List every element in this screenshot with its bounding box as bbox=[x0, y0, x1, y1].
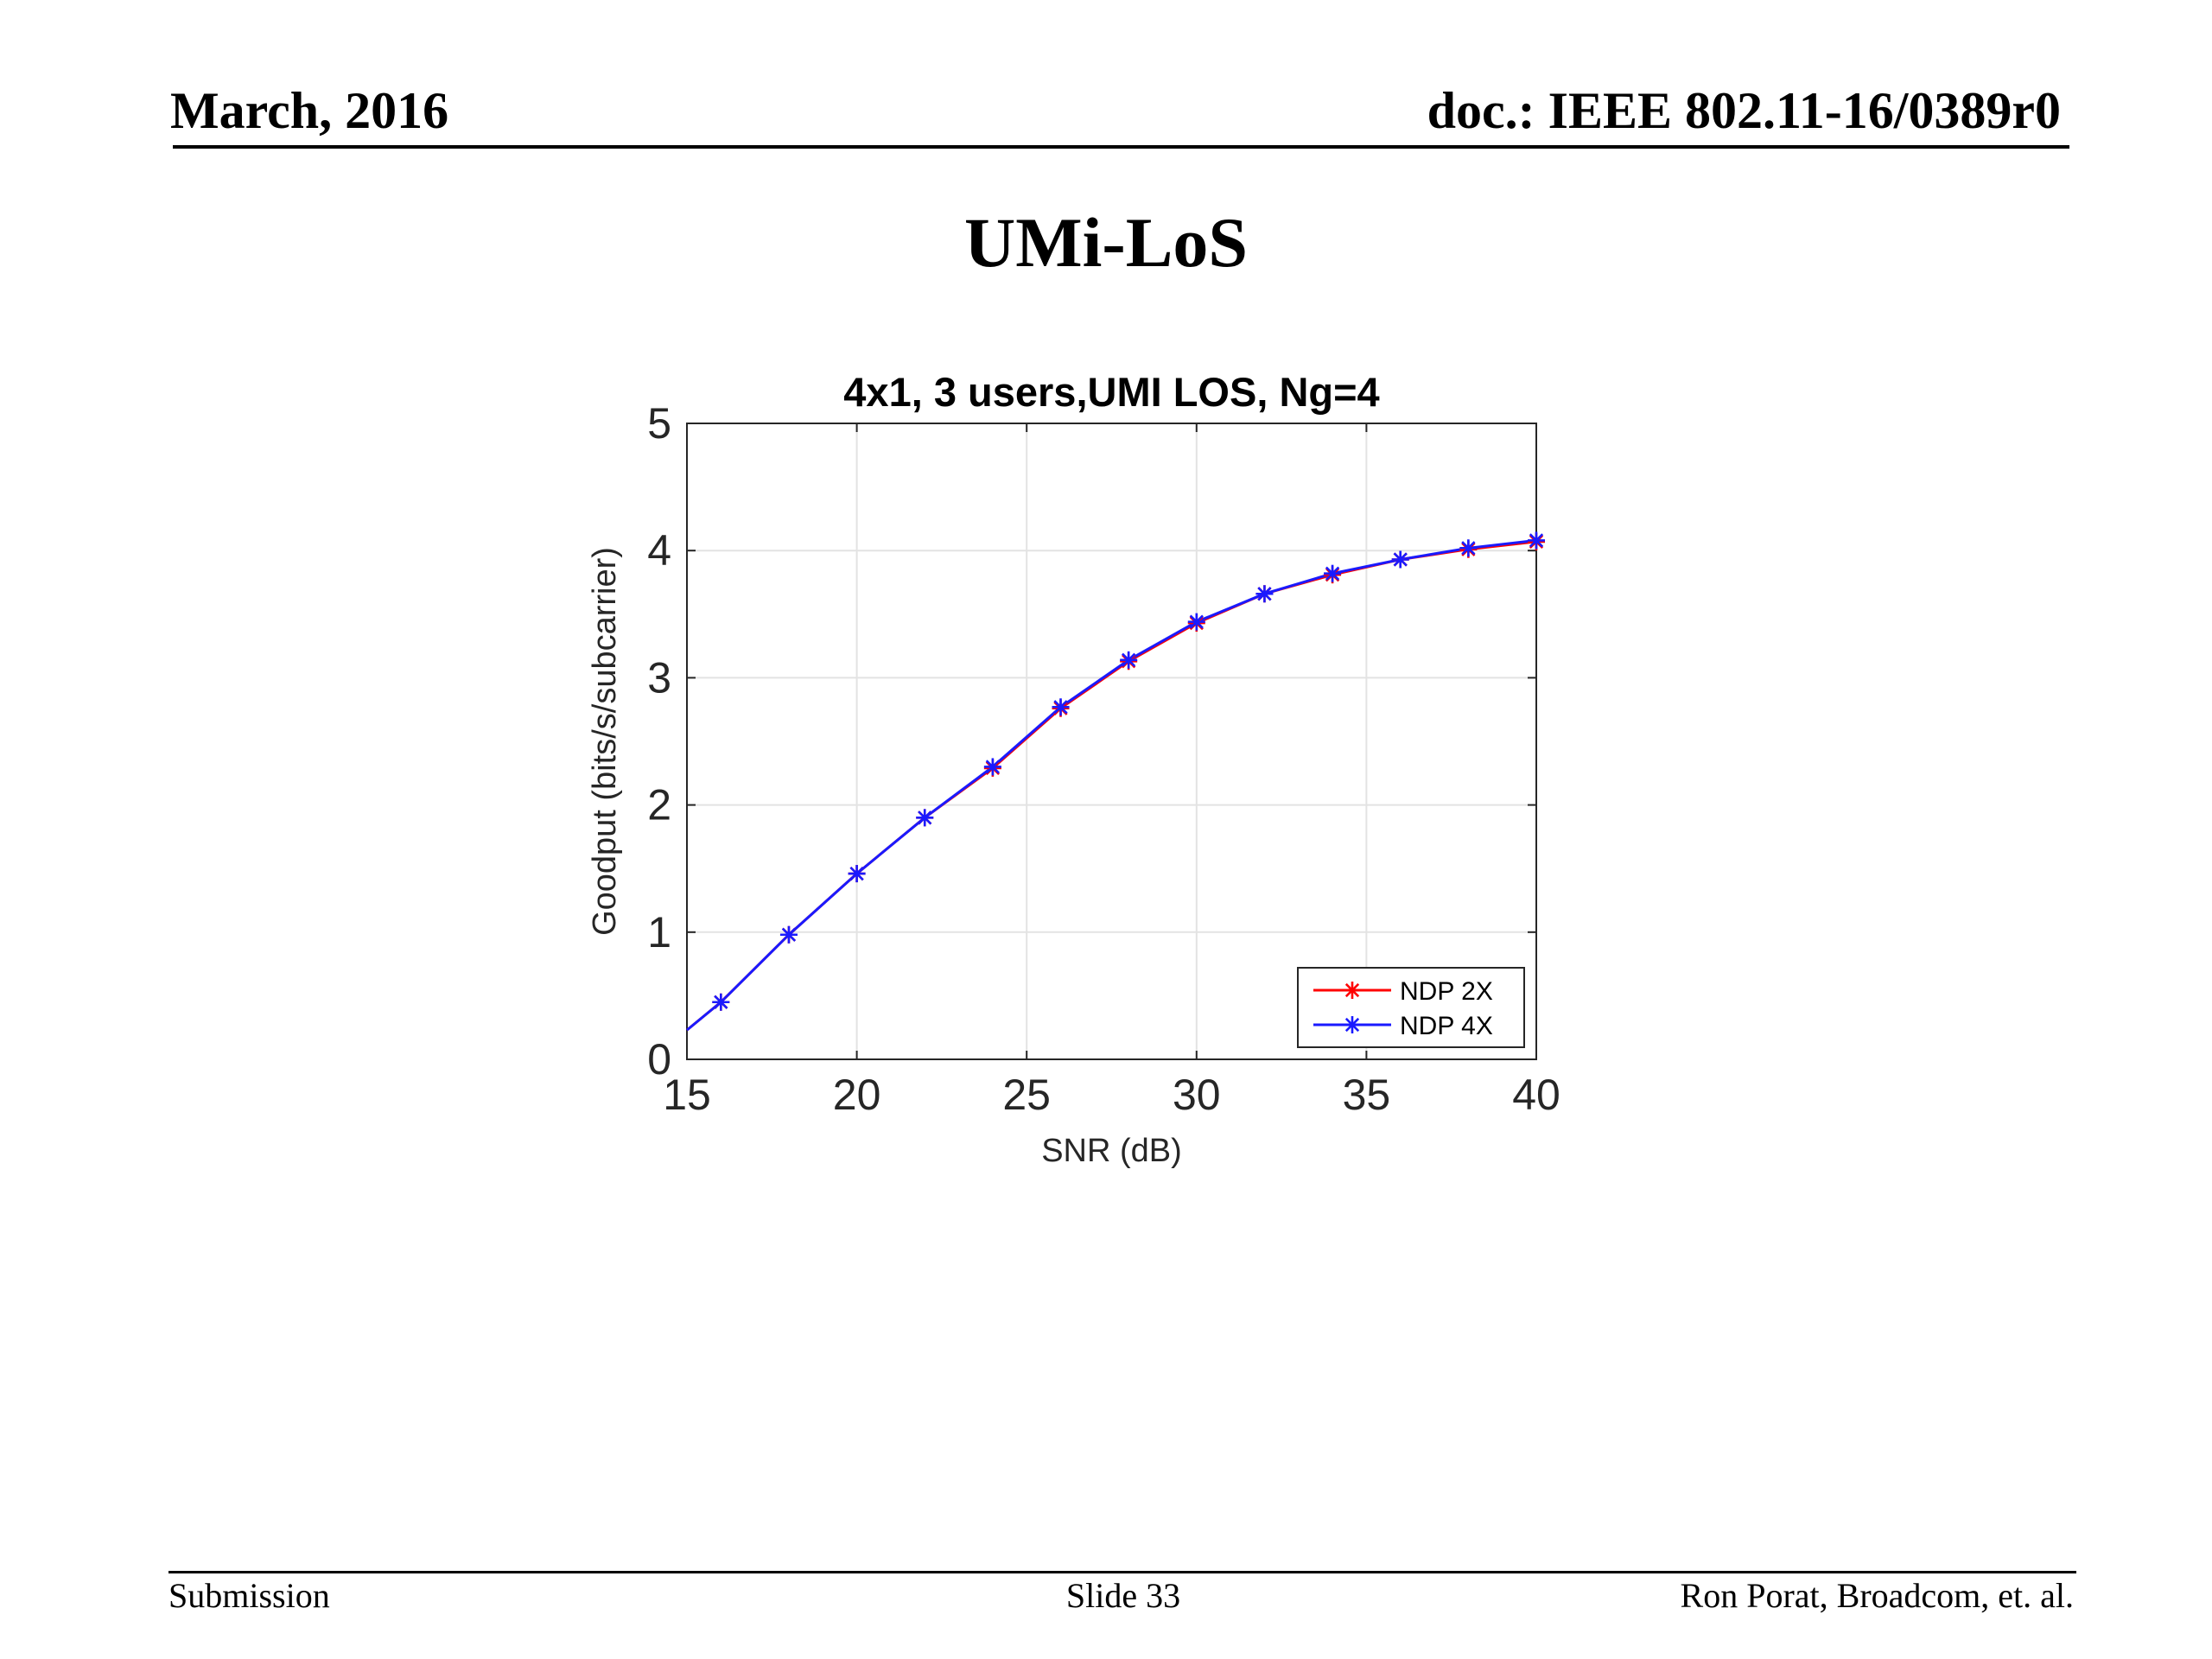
x-tick-label: 40 bbox=[1512, 1071, 1560, 1119]
series-line-2 bbox=[686, 538, 1537, 1032]
header-rule bbox=[173, 145, 2069, 149]
header-doc-id: doc.: IEEE 802.11-16/0389r0 bbox=[1427, 82, 2061, 139]
data-point-series-2 bbox=[1120, 651, 1138, 669]
x-tick-label: 30 bbox=[1173, 1071, 1221, 1119]
header-date: March, 2016 bbox=[170, 82, 449, 139]
series-line-1 bbox=[686, 540, 1537, 1032]
chart-title: 4x1, 3 users,UMI LOS, Ng=4 bbox=[843, 369, 1379, 415]
data-point-series-2 bbox=[1052, 698, 1070, 716]
data-point-series-2 bbox=[983, 758, 1001, 776]
legend-marker-2 bbox=[1344, 1016, 1361, 1033]
series-lines bbox=[686, 531, 1545, 1032]
legend-box bbox=[1297, 967, 1525, 1048]
data-point-series-2 bbox=[848, 865, 866, 883]
legend-label-2: NDP 4X bbox=[1400, 1012, 1493, 1040]
data-point-series-2 bbox=[1324, 564, 1342, 582]
footer-slide-number: Slide 33 bbox=[1065, 1576, 1181, 1615]
x-tick-label: 35 bbox=[1343, 1071, 1391, 1119]
axis-ticks: 15 20 25 30 35 40 0 1 2 3 4 5 bbox=[647, 399, 1560, 1119]
x-tick-label: 25 bbox=[1002, 1071, 1051, 1119]
grid-lines bbox=[686, 423, 1537, 1060]
data-point-series-2 bbox=[1528, 531, 1545, 550]
legend: NDP 2X NDP 4X bbox=[1297, 967, 1525, 1048]
data-point-series-2 bbox=[1459, 539, 1478, 557]
y-tick-label: 5 bbox=[647, 399, 671, 448]
y-tick-label: 1 bbox=[647, 908, 671, 957]
legend-label-1: NDP 2X bbox=[1400, 977, 1493, 1006]
y-tick-label: 4 bbox=[647, 526, 671, 575]
y-tick-label: 0 bbox=[647, 1035, 671, 1084]
goodput-chart: 15 20 25 30 35 40 0 1 2 3 4 5 4x1, 3 users,UMI LOS,… bbox=[587, 369, 1560, 1169]
legend-marker-1 bbox=[1344, 982, 1361, 999]
data-point-series-2 bbox=[916, 809, 934, 827]
plot-frame bbox=[686, 423, 1537, 1060]
x-tick-label: 15 bbox=[663, 1071, 711, 1119]
y-tick-label: 3 bbox=[647, 653, 671, 702]
y-tick-label: 2 bbox=[647, 781, 671, 830]
x-tick-label: 20 bbox=[833, 1071, 881, 1119]
data-point-series-2 bbox=[712, 993, 730, 1011]
y-axis-label: Goodput (bits/s/subcarrier) bbox=[587, 547, 623, 936]
slide-title: UMi-LoS bbox=[964, 203, 1248, 282]
footer-submission: Submission bbox=[168, 1576, 330, 1615]
data-point-series-2 bbox=[1187, 613, 1205, 631]
data-point-series-2 bbox=[1255, 585, 1274, 603]
footer-authors: Ron Porat, Broadcom, et. al. bbox=[1680, 1576, 2074, 1615]
footer-rule bbox=[168, 1571, 2076, 1573]
data-point-series-2 bbox=[779, 925, 798, 944]
data-point-series-2 bbox=[1391, 550, 1409, 569]
x-axis-label: SNR (dB) bbox=[1041, 1133, 1182, 1169]
